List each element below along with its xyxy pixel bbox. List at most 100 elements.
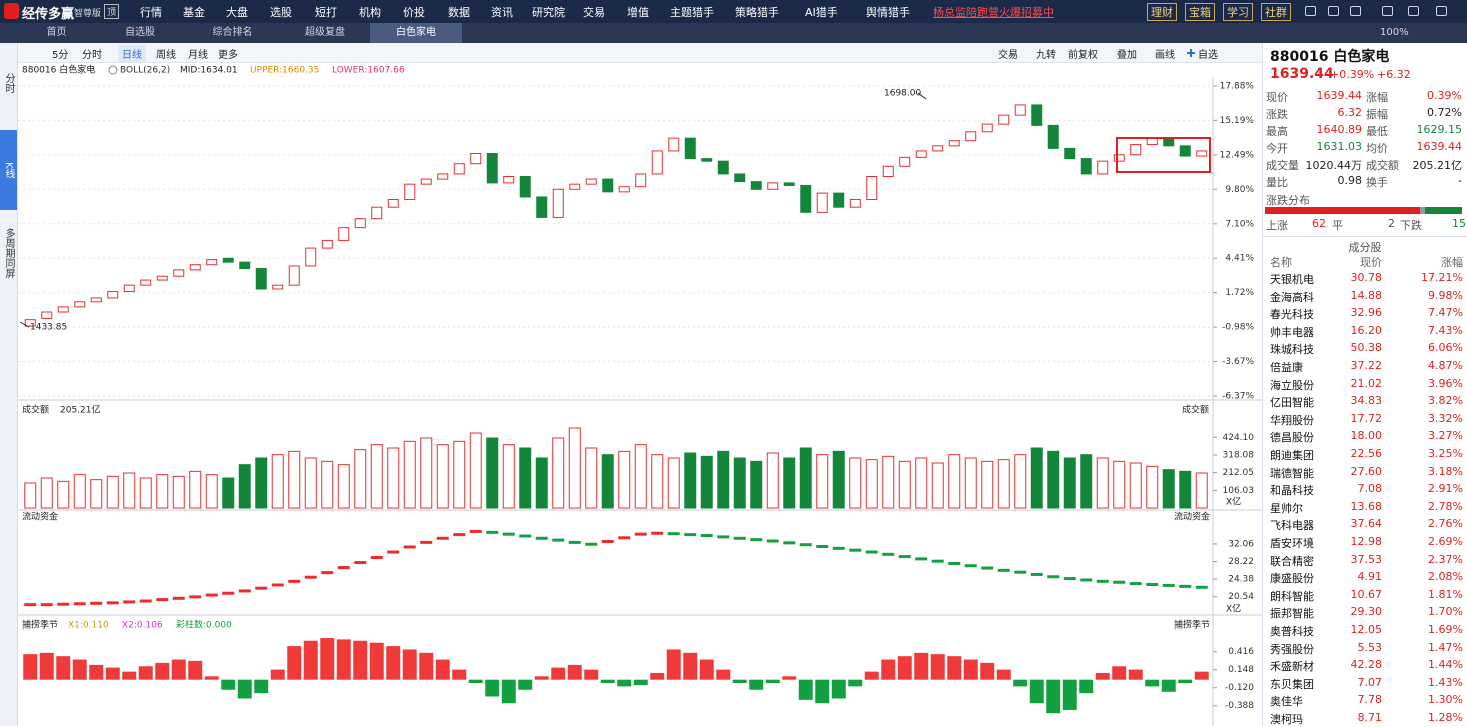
stock-name[interactable]: 秀强股份 <box>1270 642 1314 656</box>
menu-item[interactable]: 研究院 <box>532 6 565 19</box>
volume-bar <box>271 454 284 509</box>
window-icon[interactable] <box>1408 6 1419 16</box>
menu-item[interactable]: 交易 <box>583 6 605 19</box>
osc-bar <box>749 679 764 690</box>
tab[interactable]: 白色家电 <box>370 23 462 43</box>
period-button[interactable]: 分时 <box>82 50 102 61</box>
menu-item[interactable]: 策略猎手 <box>735 6 779 19</box>
stock-change: 3.18% <box>1428 464 1463 478</box>
osc-bar <box>485 679 500 697</box>
stock-name[interactable]: 帅丰电器 <box>1270 325 1314 339</box>
action-button[interactable]: 自选 <box>1198 50 1218 61</box>
action-button[interactable]: 叠加 <box>1117 50 1137 61</box>
window-icon[interactable] <box>1382 6 1393 16</box>
volume-bar <box>535 457 548 509</box>
candle <box>833 192 845 208</box>
menu-item[interactable]: 主题猎手 <box>670 6 714 19</box>
menu-item[interactable]: 基金 <box>183 6 205 19</box>
cons-header: 现价 <box>1360 256 1382 269</box>
side-tab[interactable]: 分时 <box>3 73 14 93</box>
menu-item[interactable]: 行情 <box>140 6 162 19</box>
action-button[interactable]: 前复权 <box>1068 50 1098 61</box>
tab[interactable]: 超级复盘 <box>305 27 345 38</box>
osc-bar <box>699 659 714 680</box>
osc-bar <box>947 656 962 680</box>
stock-name[interactable]: 和晶科技 <box>1270 484 1314 498</box>
menu-item[interactable]: 大盘 <box>226 6 248 19</box>
period-button[interactable]: 周线 <box>156 50 176 61</box>
tab[interactable]: 自选股 <box>125 27 155 38</box>
window-icon[interactable] <box>1305 6 1316 16</box>
top-button[interactable]: 宝箱 <box>1185 3 1215 21</box>
stock-name[interactable]: 亿田智能 <box>1270 396 1314 410</box>
cons-header: 名称 <box>1270 256 1292 269</box>
period-button[interactable]: 5分 <box>52 50 69 61</box>
top-button[interactable]: 社群 <box>1261 3 1291 21</box>
menu-item[interactable]: AI猎手 <box>805 6 838 19</box>
candle <box>90 297 102 303</box>
menu-item[interactable]: 舆情猎手 <box>866 6 910 19</box>
period-button[interactable]: 更多 <box>218 50 238 61</box>
stock-name[interactable]: 飞科电器 <box>1270 519 1314 533</box>
stock-name[interactable]: 盾安环境 <box>1270 537 1314 550</box>
stock-price: 7.78 <box>1357 693 1383 707</box>
menu-item[interactable]: 资讯 <box>491 6 513 19</box>
action-button[interactable]: 交易 <box>998 50 1018 61</box>
stock-name[interactable]: 华翔股份 <box>1270 413 1314 427</box>
menu-item[interactable]: 短打 <box>315 6 337 19</box>
menu-item[interactable]: 价投 <box>403 6 425 19</box>
side-tab[interactable]: 多周期同屏 <box>3 227 14 278</box>
stock-name[interactable]: 奥普科技 <box>1270 625 1314 638</box>
stock-name[interactable]: 德昌股份 <box>1270 431 1314 445</box>
stock-name[interactable]: 瑞德智能 <box>1270 466 1314 480</box>
stock-name[interactable]: 康盛股份 <box>1270 572 1314 586</box>
menu-item[interactable]: 数据 <box>448 6 470 19</box>
candle <box>998 114 1010 125</box>
candle <box>387 199 399 208</box>
osc-bar <box>155 662 170 680</box>
volume-bar <box>156 474 169 509</box>
osc-bar <box>831 679 846 699</box>
stock-change: 1.28% <box>1428 711 1463 724</box>
tab[interactable]: 首页 <box>46 27 67 38</box>
volume-bar <box>106 475 119 509</box>
top-button[interactable]: 学习 <box>1223 3 1253 21</box>
stock-name[interactable]: 澳柯玛 <box>1270 713 1303 726</box>
stock-name[interactable]: 金海高科 <box>1270 290 1314 304</box>
window-icon[interactable] <box>1328 6 1339 16</box>
stock-name[interactable]: 珠城科技 <box>1270 343 1314 357</box>
stock-name[interactable]: 星帅尔 <box>1270 501 1303 515</box>
stock-name[interactable]: 春光科技 <box>1270 308 1314 322</box>
stock-name[interactable]: 朗科智能 <box>1270 589 1314 603</box>
action-button[interactable]: 画线 <box>1155 50 1175 61</box>
menu-item[interactable]: 机构 <box>359 6 381 19</box>
volume-bar <box>73 474 86 509</box>
osc-bar <box>551 667 566 680</box>
period-button[interactable]: 日线 <box>118 45 146 62</box>
stock-name[interactable]: 东贝集团 <box>1270 677 1314 691</box>
y-tick-label: 1.72% <box>1225 288 1254 298</box>
action-button[interactable]: 九转 <box>1036 50 1056 61</box>
stock-name[interactable]: 倍益康 <box>1270 361 1303 374</box>
menu-item[interactable]: 选股 <box>270 6 292 19</box>
stock-change: 9.98% <box>1428 288 1463 302</box>
upper: UPPER:1660.35 <box>250 66 319 76</box>
menu-item[interactable]: 增值 <box>627 6 649 19</box>
promo-link[interactable]: 杨总监陪跑营火爆招募中 <box>933 6 1054 19</box>
stock-name[interactable]: 海立股份 <box>1270 378 1314 392</box>
stock-name[interactable]: 联合精密 <box>1270 554 1314 568</box>
top-button[interactable]: 理财 <box>1147 3 1177 21</box>
stock-name[interactable]: 振邦智能 <box>1270 607 1314 621</box>
stock-name[interactable]: 奥佳华 <box>1270 695 1303 709</box>
stock-name[interactable]: 天银机电 <box>1270 273 1314 286</box>
side-tab[interactable]: K线 <box>0 130 17 210</box>
window-icon[interactable] <box>1350 6 1361 16</box>
volume-bar <box>420 437 433 509</box>
dist-segment <box>1419 207 1425 214</box>
window-icon[interactable] <box>1436 6 1447 16</box>
period-button[interactable]: 月线 <box>188 50 208 61</box>
stock-name[interactable]: 禾盛新材 <box>1270 660 1314 674</box>
tab[interactable]: 综合排名 <box>212 27 253 38</box>
osc-bar <box>386 646 401 680</box>
stock-name[interactable]: 朗迪集团 <box>1270 449 1314 462</box>
